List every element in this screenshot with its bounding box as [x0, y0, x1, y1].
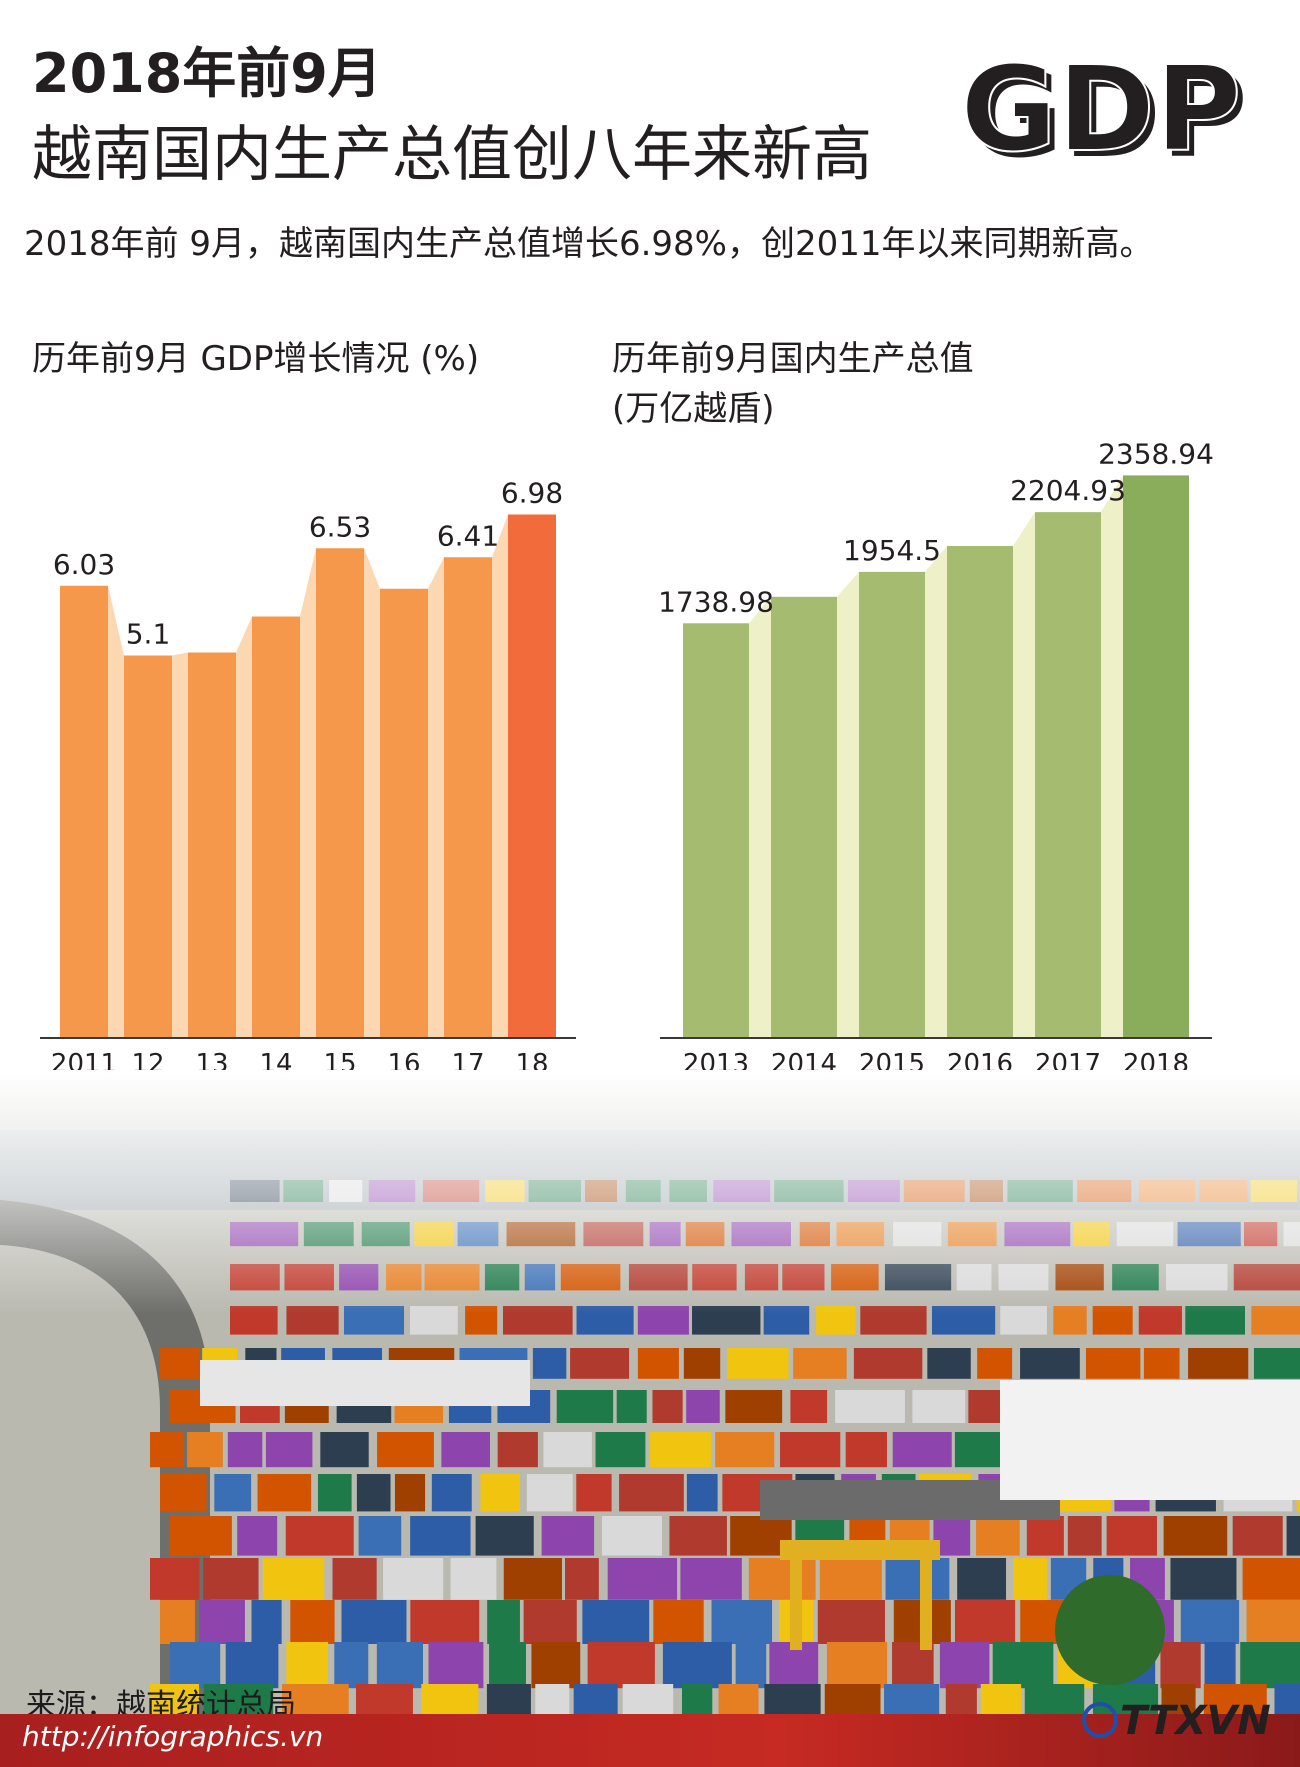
growth-connector — [300, 548, 316, 1038]
growth-connector — [108, 585, 124, 1038]
photo-sky-fade — [0, 1070, 1300, 1767]
subtitle: 2018年前 9月，越南国内生产总值增长6.98%，创2011年以来同期新高。 — [24, 224, 1154, 264]
growth-bar — [380, 588, 428, 1038]
growth-data-label: 5.1 — [126, 618, 171, 651]
ttxvn-logo-text: TTXVN — [1120, 1698, 1271, 1744]
gdp-value-connector — [925, 545, 947, 1038]
gdp-value-chart-unit: (万亿越盾) — [612, 389, 775, 429]
gdp-logo: GDP GDP — [959, 39, 1247, 184]
ttxvn-logo: TTXVN — [1082, 1698, 1271, 1744]
gdp-logo-shadow: GDP — [966, 46, 1247, 184]
gdp-value-data-label: 2204.93 — [1010, 474, 1126, 507]
gdp-value-bar — [859, 571, 925, 1038]
gdp-value-connector — [1101, 475, 1123, 1039]
ttxvn-emblem-icon — [1082, 1702, 1118, 1738]
gdp-value-bar — [683, 623, 749, 1038]
gdp-logo-text: GDP — [960, 40, 1241, 178]
growth-connector — [236, 616, 252, 1038]
growth-chart-title: 历年前9月 GDP增长情况 (%) — [32, 339, 480, 379]
page-title-line2: 越南国内生产总值创八年来新高 — [32, 120, 872, 190]
growth-bar — [124, 655, 172, 1038]
gdp-value-bar — [771, 596, 837, 1038]
gdp-value-data-label: 2358.94 — [1098, 437, 1214, 470]
growth-connector — [492, 514, 508, 1038]
gdp-value-connector — [837, 571, 859, 1038]
growth-bar — [444, 557, 492, 1038]
growth-bar — [252, 616, 300, 1038]
gdp-value-connector — [1013, 512, 1035, 1038]
gdp-value-bar — [1123, 475, 1189, 1039]
growth-connector — [172, 652, 188, 1038]
growth-bar — [188, 652, 236, 1038]
gdp-value-chart-title: 历年前9月国内生产总值 — [612, 339, 974, 379]
growth-bar — [60, 585, 108, 1038]
gdp-value-data-label: 1954.5 — [843, 534, 941, 567]
gdp-value-bar — [947, 545, 1013, 1038]
growth-data-label: 6.98 — [501, 477, 563, 510]
growth-connector — [364, 548, 380, 1038]
growth-bar — [508, 514, 556, 1038]
growth-bar — [316, 548, 364, 1038]
gdp-value-connector — [749, 596, 771, 1038]
page-title-line1: 2018年前9月 — [32, 42, 382, 105]
website-link[interactable]: http://infographics.vn — [22, 1720, 324, 1753]
growth-data-label: 6.03 — [53, 548, 115, 581]
gdp-growth-chart: 2011 12 13 14 15 16 17 186.035.16.53 6.416.98201… — [40, 437, 1214, 1079]
gdp-value-bar — [1035, 512, 1101, 1038]
gdp-value-data-label: 1738.98 — [658, 585, 774, 618]
growth-connector — [428, 557, 444, 1038]
container-port-photo — [0, 1070, 1300, 1767]
growth-data-label: 6.53 — [309, 510, 371, 543]
growth-data-label: 6.41 — [437, 519, 499, 552]
